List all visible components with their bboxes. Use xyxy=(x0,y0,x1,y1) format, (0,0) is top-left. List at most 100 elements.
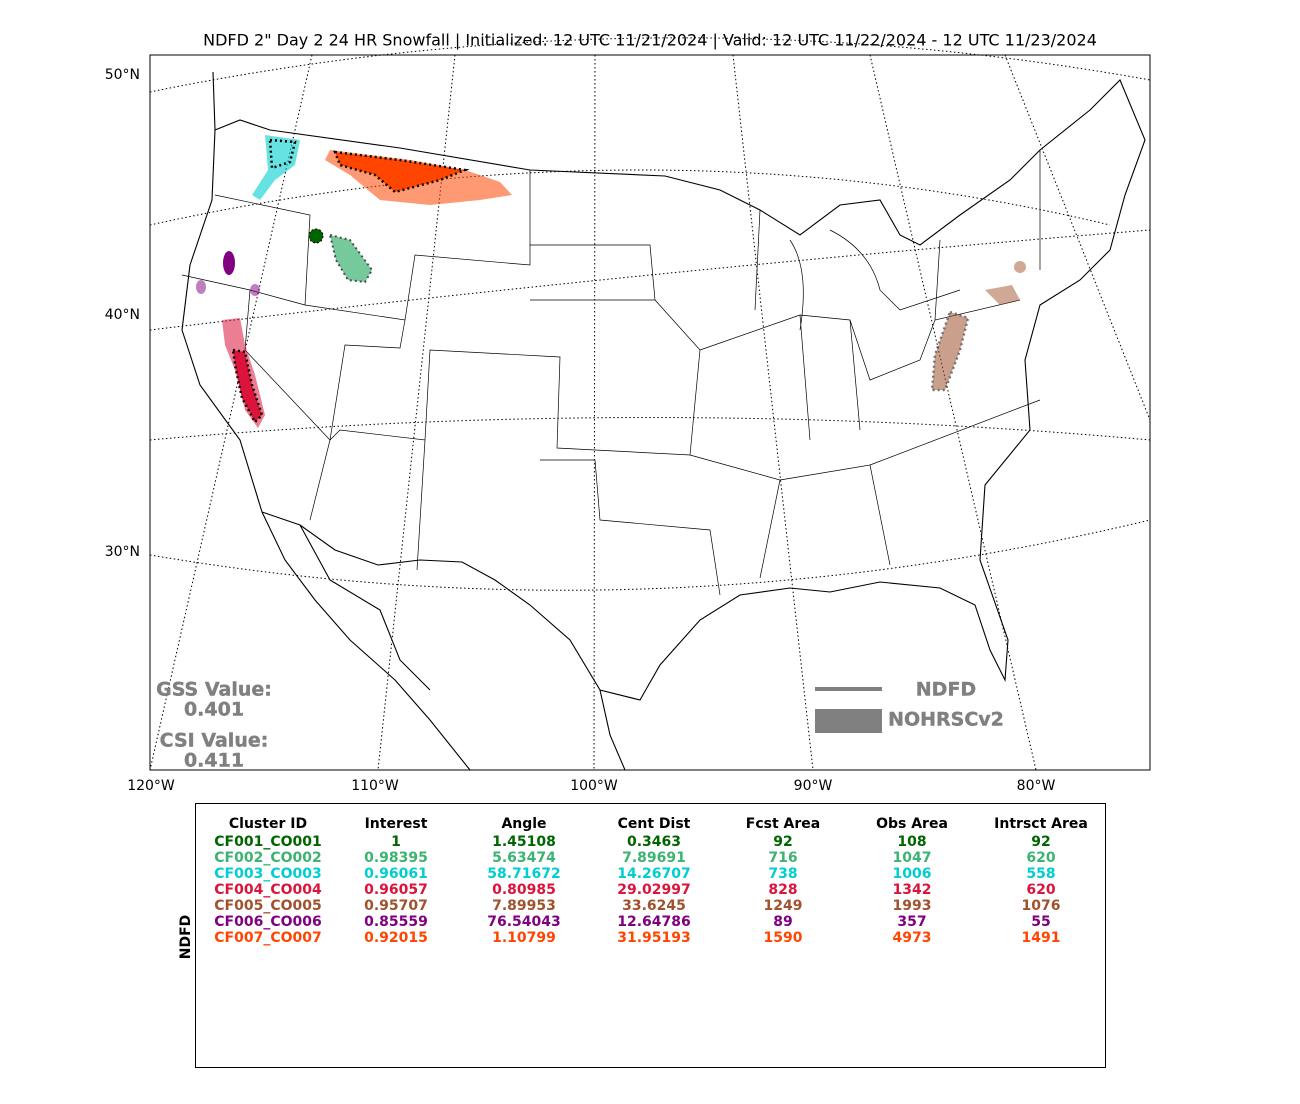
table-cell: 1.45108 xyxy=(492,834,556,850)
observed-area xyxy=(985,285,1020,305)
table-cell: 0.92015 xyxy=(364,930,428,946)
observed-area xyxy=(308,228,324,244)
table-cell: 1076 xyxy=(1022,898,1061,914)
observed-area xyxy=(223,251,235,275)
mexico-coast xyxy=(261,511,626,771)
table-header: Obs Area xyxy=(876,816,948,832)
table-cell: CF007_CO007 xyxy=(214,930,321,946)
forecast-area xyxy=(333,150,470,194)
table-cell: 1491 xyxy=(1022,930,1061,946)
observed-area xyxy=(250,284,260,296)
gss-value: 0.401 xyxy=(184,699,244,721)
table-cell: 738 xyxy=(768,866,797,882)
table-body: Cluster ID Interest Angle Cent Dist Fcst Are… xyxy=(214,816,1088,946)
table-cell: 58.71672 xyxy=(487,866,561,882)
lon-label: 120°W xyxy=(127,778,175,794)
graticule-line xyxy=(149,417,1151,441)
table-header: Cluster ID xyxy=(229,816,307,832)
table-cell: 7.89953 xyxy=(492,898,556,914)
table-cell: 108 xyxy=(897,834,926,850)
table-cell: 0.85559 xyxy=(364,914,428,930)
legend-observed: NOHRSCv2 xyxy=(888,709,1004,731)
table-cell: CF001_CO001 xyxy=(214,834,321,850)
coastline xyxy=(181,71,1146,701)
table-cell: 1590 xyxy=(764,930,803,946)
lat-label: 30°N xyxy=(105,544,140,560)
table-cell: CF006_CO006 xyxy=(214,914,321,930)
table-cell: 4973 xyxy=(893,930,932,946)
observed-area xyxy=(930,310,970,392)
table-cell: 76.54043 xyxy=(487,914,561,930)
graticule-line xyxy=(149,37,1151,93)
table-cell: 1.10799 xyxy=(492,930,556,946)
lon-label: 80°W xyxy=(1017,778,1056,794)
map: GSS Value: 0.401 CSI Value: 0.411 NDFD N… xyxy=(149,37,1151,772)
table-cell: 92 xyxy=(1031,834,1050,850)
table-cell: 92 xyxy=(773,834,792,850)
stats-table: NDFD Cluster ID Interest Angle Cent Dist Fcs… xyxy=(178,803,1106,1068)
table-cell: 828 xyxy=(768,882,797,898)
table-cell: 29.02997 xyxy=(617,882,691,898)
table-cell: 0.3463 xyxy=(627,834,681,850)
table-cell: 1006 xyxy=(893,866,932,882)
table-header: Cent Dist xyxy=(618,816,691,832)
table-cell: 0.96057 xyxy=(364,882,428,898)
table-cell: 1993 xyxy=(893,898,932,914)
table-cell: CF005_CO005 xyxy=(214,898,321,914)
table-cell: 14.26707 xyxy=(617,866,691,882)
map-frame xyxy=(149,54,1151,771)
table-cell: 0.95707 xyxy=(364,898,428,914)
table-cell: 620 xyxy=(1026,882,1055,898)
table-cell: 558 xyxy=(1026,866,1055,882)
graticule xyxy=(149,37,1151,771)
title: NDFD 2" Day 2 24 HR Snowfall | Initializ… xyxy=(203,31,1097,50)
table-header: Fcst Area xyxy=(746,816,820,832)
table-cell: 5.63474 xyxy=(492,850,556,866)
gss-label: GSS Value: xyxy=(156,679,272,701)
table-cell: CF004_CO004 xyxy=(214,882,322,898)
snow-areas xyxy=(196,135,1026,428)
observed-area xyxy=(1014,261,1026,273)
table-cell: 0.98395 xyxy=(364,850,428,866)
table-cell: 0.80985 xyxy=(492,882,556,898)
legend-patch xyxy=(815,709,882,733)
axis-labels: 50°N 40°N 30°N 120°W 110°W 100°W 90°W 80°W xyxy=(105,67,1056,794)
table-side-label: NDFD xyxy=(178,915,194,960)
forecast-area xyxy=(231,348,264,425)
map-legend: NDFD NOHRSCv2 xyxy=(815,678,1004,733)
legend-forecast: NDFD xyxy=(916,679,976,701)
lon-label: 100°W xyxy=(570,778,618,794)
table-cell: 31.95193 xyxy=(617,930,691,946)
table-cell: 716 xyxy=(768,850,797,866)
forecast-area xyxy=(268,138,297,170)
csi-label: CSI Value: xyxy=(160,730,269,752)
table-header: Interest xyxy=(365,816,428,832)
csi-value: 0.411 xyxy=(184,750,244,772)
table-header: Intrsct Area xyxy=(994,816,1088,832)
table-cell: CF003_CO003 xyxy=(214,866,321,882)
table-cell: 0.96061 xyxy=(364,866,428,882)
lat-label: 40°N xyxy=(105,307,140,323)
observed-area xyxy=(328,233,374,284)
table-cell: 55 xyxy=(1031,914,1050,930)
table-cell: 1 xyxy=(391,834,401,850)
table-cell: 620 xyxy=(1026,850,1055,866)
graticule-line xyxy=(1004,54,1151,421)
table-cell: 1249 xyxy=(764,898,803,914)
lon-label: 110°W xyxy=(351,778,399,794)
table-cell: 33.6245 xyxy=(622,898,686,914)
lon-label: 90°W xyxy=(794,778,833,794)
observed-area xyxy=(196,280,206,294)
table-cell: 1342 xyxy=(893,882,932,898)
table-cell: 89 xyxy=(773,914,792,930)
lat-label: 50°N xyxy=(105,67,140,83)
score-text: GSS Value: 0.401 CSI Value: 0.411 xyxy=(156,678,272,772)
table-frame xyxy=(195,803,1106,1068)
table-cell: 7.89691 xyxy=(622,850,686,866)
table-cell: 357 xyxy=(897,914,926,930)
table-header: Angle xyxy=(501,816,546,832)
table-cell: CF002_CO002 xyxy=(214,850,321,866)
table-cell: 1047 xyxy=(893,850,932,866)
table-cell: 12.64786 xyxy=(617,914,691,930)
